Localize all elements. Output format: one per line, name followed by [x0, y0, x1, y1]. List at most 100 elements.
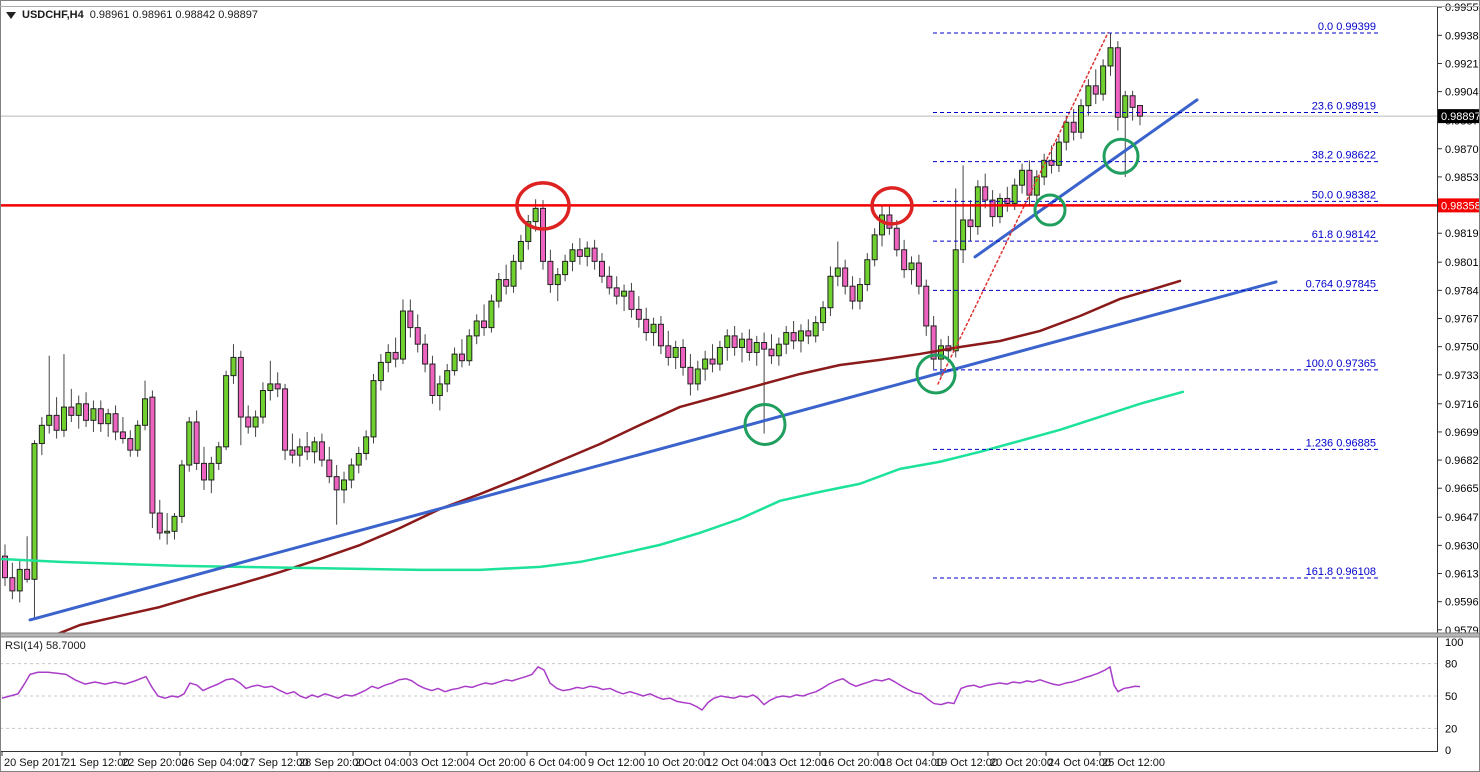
bull-candle: [436, 383, 443, 396]
bear-candle: [680, 346, 687, 368]
bull-candle: [960, 219, 967, 251]
bull-candle: [296, 446, 303, 456]
rsi-axis-label: 80: [1445, 659, 1457, 671]
bull-candle: [444, 370, 451, 385]
bull-candle: [739, 338, 745, 348]
slow-ma-dark-red: [56, 279, 1182, 633]
bull-candle: [1107, 47, 1114, 67]
fib-level-label: 100.0 0.97365: [1306, 358, 1376, 370]
rsi-axis-label: 100: [1445, 637, 1463, 649]
bull-candle: [75, 403, 82, 416]
bear-candle: [923, 285, 930, 327]
bear-candle: [805, 330, 812, 337]
fib-level-label: 0.764 0.97845: [1306, 278, 1376, 290]
bull-candle: [510, 260, 517, 287]
bear-candle: [237, 356, 244, 418]
time-tick-label: 4 Oct 20:00: [469, 757, 526, 769]
time-tick-label: 10 Oct 20:00: [647, 757, 710, 769]
bear-candle: [149, 396, 156, 514]
bear-candle: [83, 403, 90, 421]
bear-candle: [709, 358, 716, 365]
bull-candle: [856, 284, 863, 302]
bear-candle: [1114, 47, 1121, 118]
bull-candle: [716, 346, 723, 365]
bull-candle: [820, 307, 827, 324]
time-tick-label: 28 Sep 20:00: [299, 757, 364, 769]
bull-candle: [812, 322, 819, 337]
bull-candle: [60, 406, 67, 431]
bull-candle: [399, 310, 406, 360]
red-circle-top-2: [870, 186, 914, 226]
bear-candle: [304, 446, 311, 453]
bull-candle: [267, 383, 274, 392]
bear-candle: [200, 462, 207, 481]
bull-candle: [827, 275, 834, 309]
bear-candle: [687, 366, 694, 385]
bear-candle: [156, 512, 163, 534]
bull-candle: [517, 240, 524, 262]
bull-candle: [348, 464, 355, 481]
price-tick-label: 0.97505: [1445, 342, 1480, 354]
rsi-pane[interactable]: 100 80 50 20 0: [0, 637, 1463, 757]
bull-candle: [370, 380, 377, 438]
time-tick-label: 12 Oct 04:00: [706, 757, 769, 769]
acceleration-red-dotted[interactable]: [937, 32, 1109, 385]
pane-divider[interactable]: [0, 632, 1480, 638]
bear-candle: [591, 247, 598, 262]
red-line-price-badge-label: 0.98358: [1441, 200, 1480, 212]
price-axis[interactable]: 0.995550.993850.992150.990450.988700.987…: [1437, 2, 1480, 637]
bull-candle: [797, 330, 804, 342]
bear-candle: [901, 249, 908, 271]
bull-candle: [488, 300, 495, 329]
bear-candle: [731, 335, 738, 348]
bull-candle: [223, 375, 230, 448]
bull-candle: [31, 443, 38, 580]
symbol-dropdown-icon[interactable]: [6, 11, 16, 19]
bull-candle: [724, 335, 731, 348]
bull-candle: [996, 197, 1003, 218]
bear-candle: [665, 345, 672, 358]
fib-level-label: 38.2 0.98622: [1312, 150, 1376, 162]
bull-candle: [230, 356, 237, 377]
bull-candle: [952, 249, 959, 352]
price-tick-label: 0.99385: [1445, 30, 1480, 42]
green-circle-trendline-3: [1033, 193, 1067, 227]
bull-candle: [178, 464, 185, 517]
chart-title: USDCHF,H4 0.98961 0.98961 0.98842 0.9889…: [6, 9, 258, 21]
rsi-indicator-label: RSI(14) 58.7000: [5, 640, 86, 652]
bear-candle: [540, 207, 547, 262]
bear-candle: [9, 577, 16, 592]
bull-candle: [252, 416, 259, 428]
current-price-badge-label: 0.98897: [1441, 111, 1480, 123]
bear-candle: [429, 363, 436, 396]
bear-candle: [481, 320, 488, 329]
bull-candle: [90, 408, 97, 421]
time-tick-label: 16 Oct 20:00: [822, 757, 885, 769]
price-tick-label: 0.97675: [1445, 313, 1480, 325]
bull-candle: [702, 358, 709, 370]
bull-candle: [363, 436, 370, 454]
red-circle-top-1: [515, 181, 571, 231]
bear-candle: [2, 555, 8, 579]
bull-candle: [473, 320, 480, 337]
bear-candle: [643, 318, 650, 334]
bear-candle: [1136, 105, 1143, 117]
bull-candle: [650, 323, 657, 334]
bear-candle: [422, 343, 429, 365]
long-uptrend-blue[interactable]: [28, 280, 1278, 622]
bull-candle: [38, 424, 45, 445]
ohlc-values: 0.98961 0.98961 0.98842 0.98897: [89, 9, 258, 21]
green-circle-trendline-4: [1102, 137, 1140, 175]
bull-candle: [16, 568, 23, 592]
bear-candle: [503, 279, 510, 287]
fib-level-label: 1.236 0.96885: [1306, 437, 1376, 449]
bear-candle: [119, 431, 126, 440]
fib-level-label: 61.8 0.98142: [1312, 229, 1376, 241]
time-tick-label: 21 Sep 12:00: [64, 757, 129, 769]
bull-candle: [753, 342, 760, 353]
